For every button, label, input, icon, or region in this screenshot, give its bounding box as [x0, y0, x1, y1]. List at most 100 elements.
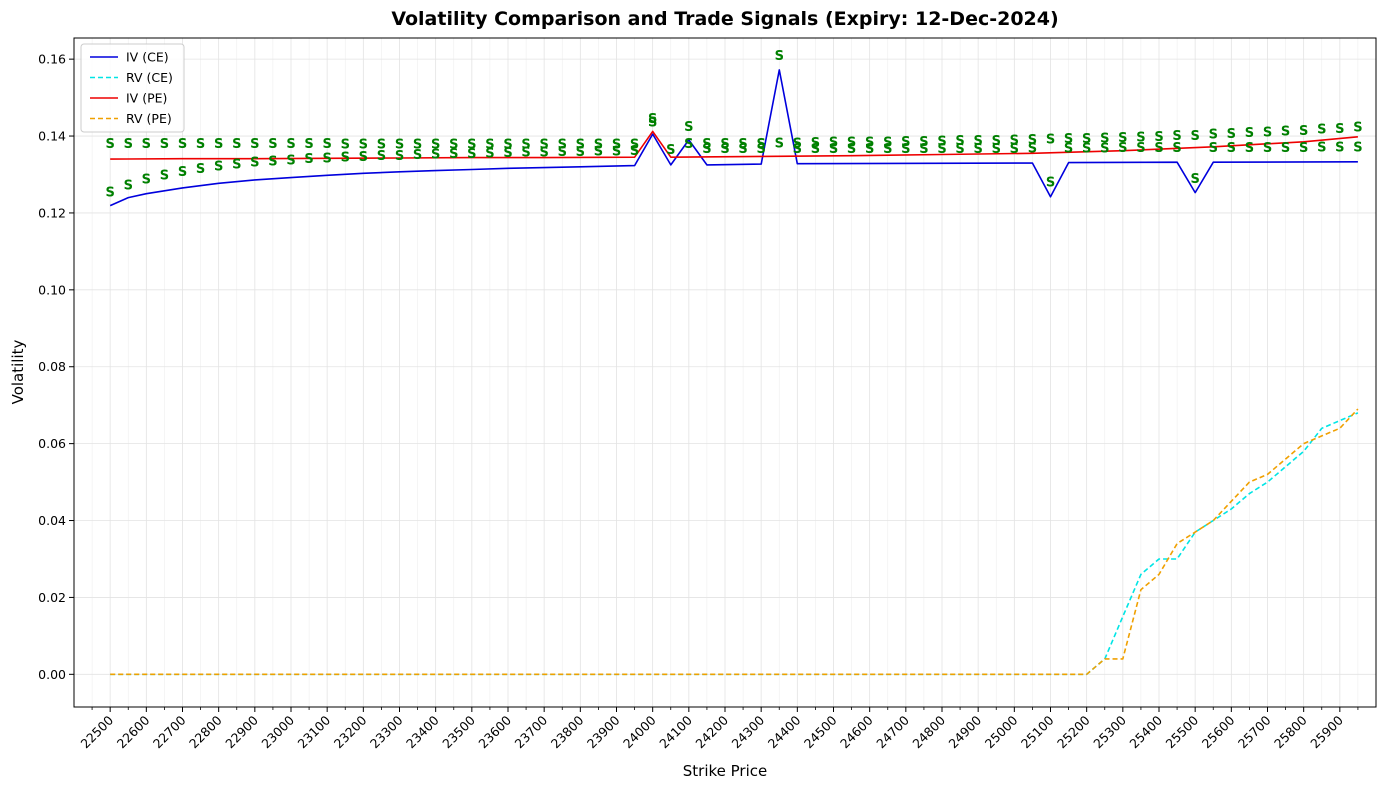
signal-marker: S: [286, 137, 295, 152]
signal-marker: S: [1353, 141, 1362, 156]
signal-marker: S: [1317, 123, 1326, 138]
signal-marker: S: [124, 137, 133, 152]
signal-marker: S: [1118, 131, 1127, 146]
legend-entry: IV (PE): [126, 91, 167, 106]
signal-marker: S: [124, 178, 133, 193]
x-axis-label: Strike Price: [683, 762, 767, 780]
signal-marker: S: [865, 135, 874, 150]
signal-marker: S: [901, 135, 910, 150]
signal-marker: S: [142, 137, 151, 152]
signal-marker: S: [431, 138, 440, 153]
signal-marker: S: [630, 138, 639, 153]
signal-marker: S: [250, 137, 259, 152]
legend-entry: RV (CE): [126, 70, 173, 85]
signal-marker: S: [105, 185, 114, 200]
signal-marker: S: [160, 137, 169, 152]
y-tick-label: 0.08: [38, 359, 66, 374]
signal-marker: S: [1335, 141, 1344, 156]
signal-marker: S: [1317, 141, 1326, 156]
signal-marker: S: [756, 137, 765, 152]
signal-marker: S: [286, 153, 295, 168]
signal-marker: S: [1299, 124, 1308, 139]
signal-marker: S: [268, 137, 277, 152]
signal-marker: S: [105, 137, 114, 152]
signal-marker: S: [1299, 141, 1308, 156]
signal-marker: S: [359, 138, 368, 153]
signal-marker: S: [268, 155, 277, 170]
y-tick-label: 0.10: [38, 282, 66, 297]
signal-marker: S: [322, 137, 331, 152]
signal-marker: S: [250, 156, 259, 171]
legend: IV (CE) RV (CE) IV (PE) RV (PE): [81, 44, 184, 132]
signal-marker: S: [1209, 141, 1218, 156]
signal-marker: S: [214, 137, 223, 152]
signal-marker: S: [196, 162, 205, 177]
legend-entry: IV (CE): [126, 50, 169, 65]
signal-marker: S: [178, 137, 187, 152]
signal-marker: S: [992, 134, 1001, 149]
signal-marker: S: [449, 138, 458, 153]
signal-marker: S: [973, 134, 982, 149]
signal-marker: S: [196, 137, 205, 152]
signal-marker: S: [395, 138, 404, 153]
signal-marker: S: [1353, 121, 1362, 136]
signal-marker: S: [1281, 141, 1290, 156]
signal-marker: S: [341, 151, 350, 166]
signal-marker: S: [1245, 126, 1254, 141]
signal-marker: S: [341, 138, 350, 153]
signal-marker: S: [775, 136, 784, 151]
signal-marker: S: [1064, 132, 1073, 147]
signal-marker: S: [720, 137, 729, 152]
signal-marker: S: [684, 137, 693, 152]
signal-marker: S: [558, 138, 567, 153]
signal-marker: S: [1209, 128, 1218, 143]
signal-marker: S: [829, 136, 838, 151]
signal-marker: S: [1172, 129, 1181, 144]
signal-marker: S: [1154, 130, 1163, 145]
signal-marker: S: [1227, 141, 1236, 156]
y-tick-label: 0.00: [38, 667, 66, 682]
signal-marker: S: [648, 112, 657, 127]
y-axis-label: Volatility: [9, 339, 27, 404]
signal-marker: S: [576, 138, 585, 153]
signal-marker: S: [160, 168, 169, 183]
y-tick-label: 0.12: [38, 205, 66, 220]
signal-marker: S: [1281, 125, 1290, 140]
signal-marker: S: [1010, 133, 1019, 148]
signal-marker: S: [521, 138, 530, 153]
signal-marker: S: [847, 136, 856, 151]
signal-marker: S: [214, 160, 223, 175]
signal-marker: S: [1190, 129, 1199, 144]
signal-marker: S: [684, 120, 693, 135]
signal-marker: S: [178, 165, 187, 180]
signal-marker: S: [377, 138, 386, 153]
signal-marker: S: [612, 138, 621, 153]
signal-marker: S: [666, 143, 675, 158]
signal-marker: S: [485, 138, 494, 153]
y-tick-label: 0.14: [38, 129, 66, 144]
signal-marker: S: [594, 138, 603, 153]
signal-marker: S: [1100, 131, 1109, 146]
signal-marker: S: [503, 138, 512, 153]
signal-marker: S: [467, 138, 476, 153]
signal-marker: S: [1263, 125, 1272, 140]
y-tick-label: 0.02: [38, 590, 66, 605]
signal-marker: S: [883, 135, 892, 150]
y-tick-label: 0.04: [38, 513, 66, 528]
signal-marker: S: [1335, 122, 1344, 137]
signal-marker: S: [1082, 132, 1091, 147]
signal-marker: S: [1263, 141, 1272, 156]
y-tick-label: 0.16: [38, 52, 66, 67]
signal-marker: S: [322, 151, 331, 166]
signal-marker: S: [1245, 141, 1254, 156]
signal-marker: S: [1190, 172, 1199, 187]
signal-marker: S: [702, 137, 711, 152]
signal-marker: S: [919, 135, 928, 150]
signal-marker: S: [142, 173, 151, 188]
signal-marker: S: [937, 135, 946, 150]
signal-marker: S: [1028, 133, 1037, 148]
signal-marker: S: [1046, 133, 1055, 148]
signal-marker: S: [1136, 131, 1145, 146]
